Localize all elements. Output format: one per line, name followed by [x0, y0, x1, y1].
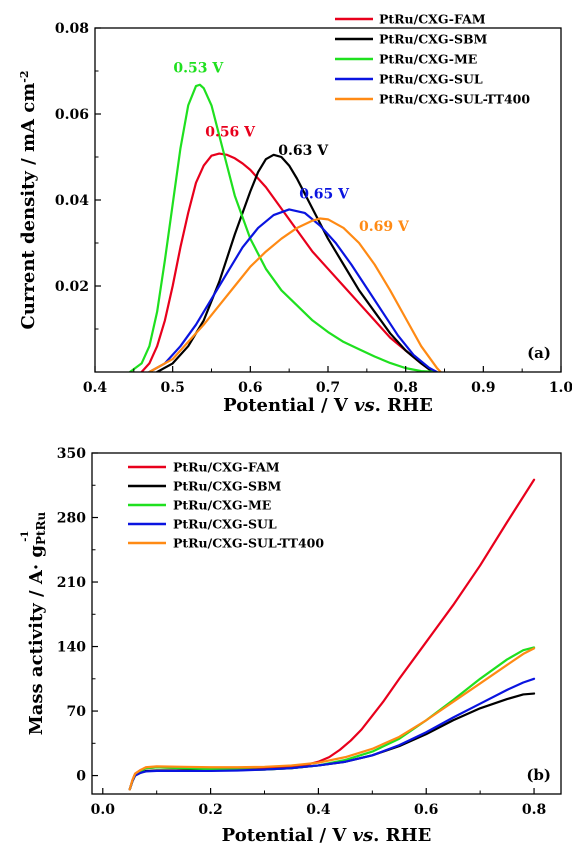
- y-axis-title-sup: -2: [18, 71, 31, 83]
- series-group: [128, 478, 536, 791]
- legend-label: PtRu/CXG-ME: [173, 498, 271, 513]
- series-line-ptru-cxg-me: [128, 646, 536, 791]
- x-tick-label: 0.4: [306, 802, 331, 818]
- y-axis-title-sub: PtRu: [34, 512, 48, 546]
- series-line-ptru-cxg-sbm: [156, 153, 434, 372]
- y-tick-label: 0.04: [55, 193, 89, 209]
- chart-panel-a: 0.4 0.5 0.6 0.7 0.8 0.9 1.0 0.02 0.04 0.06 0.08 Pot…: [18, 12, 572, 417]
- series-line-ptru-cxg-fam: [140, 152, 434, 372]
- x-axis-title-main: Potential / V: [222, 825, 353, 846]
- series-line-ptru-cxg-sul-tt400: [128, 647, 536, 791]
- series-line-ptru-cxg-sul-tt400: [148, 217, 442, 372]
- x-axis-title: Potential / V vs. RHE: [222, 825, 432, 846]
- y-axis-title: Current density / mA cm-2: [18, 71, 40, 330]
- y-tick-label: 70: [67, 704, 87, 720]
- x-tick-label: 0.5: [160, 380, 184, 396]
- plot-frame: [91, 452, 562, 795]
- y-tick-label: 210: [57, 575, 86, 591]
- y-axis-title-sup: -1: [20, 531, 31, 542]
- peak-annotation: 0.65 V: [299, 187, 350, 203]
- peak-annotation: 0.53 V: [173, 60, 224, 76]
- y-tick-label: 0.02: [55, 279, 89, 295]
- legend-label: PtRu/CXG-SUL: [173, 517, 277, 532]
- legend-label: PtRu/CXG-SUL: [379, 72, 483, 87]
- x-axis-title-tail: . RHE: [373, 825, 431, 846]
- legend-label: PtRu/CXG-FAM: [379, 12, 486, 27]
- y-tick-label: 350: [57, 446, 86, 462]
- x-tick-label: 0.0: [91, 802, 116, 818]
- legend: PtRu/CXG-FAM PtRu/CXG-SBM PtRu/CXG-ME PtRu/…: [335, 12, 530, 107]
- y-tick-label: 280: [57, 511, 86, 527]
- panel-label: (b): [526, 766, 551, 784]
- x-tick-label: 0.8: [393, 380, 417, 396]
- y-tick-label: 0: [76, 769, 86, 785]
- peak-annotation: 0.56 V: [205, 124, 256, 140]
- legend-label: PtRu/CXG-SUL-TT400: [173, 536, 324, 551]
- legend: PtRu/CXG-FAM PtRu/CXG-SBM PtRu/CXG-ME PtRu/…: [128, 460, 324, 551]
- peak-annotation: 0.63 V: [278, 143, 329, 159]
- x-tick-label: 0.2: [198, 802, 222, 818]
- x-tick-label: 0.8: [522, 802, 546, 818]
- series-group: [128, 83, 442, 372]
- x-tick-label: 0.7: [316, 380, 340, 396]
- y-axis-title: Mass activity / A· gPtRu-1: [20, 512, 48, 736]
- x-tick-label: 1.0: [549, 380, 572, 396]
- legend-label: PtRu/CXG-ME: [379, 52, 477, 67]
- legend-label: PtRu/CXG-SBM: [173, 479, 282, 494]
- peak-annotation: 0.69 V: [359, 219, 410, 235]
- panel-label: (a): [527, 344, 551, 362]
- x-tick-label: 0.4: [83, 380, 108, 396]
- x-tick-label: 0.6: [414, 802, 438, 818]
- y-tick-label: 0.08: [55, 21, 89, 37]
- legend-label: PtRu/CXG-SUL-TT400: [379, 92, 530, 107]
- series-line-ptru-cxg-me: [128, 83, 438, 372]
- y-axis-title-main: Current density / mA cm: [18, 83, 39, 330]
- legend-label: PtRu/CXG-FAM: [173, 460, 280, 475]
- x-axis-title: Potential / V vs. RHE: [223, 395, 433, 416]
- legend-label: PtRu/CXG-SBM: [379, 32, 488, 47]
- x-axis-title-main: Potential / V: [223, 395, 354, 416]
- x-axis-title-italic: vs: [354, 395, 375, 416]
- x-axis-title-tail: . RHE: [375, 395, 433, 416]
- series-line-ptru-cxg-sul: [128, 677, 536, 791]
- y-tick-label: 140: [57, 640, 86, 656]
- y-axis-title-main: Mass activity / A· g: [26, 545, 47, 736]
- series-line-ptru-cxg-sul: [148, 208, 438, 372]
- x-tick-label: 0.9: [471, 380, 495, 396]
- x-axis-title-italic: vs: [353, 825, 374, 846]
- chart-panel-b: 0.0 0.2 0.4 0.6 0.8 0 70 140 210 280 350 Potential …: [20, 446, 562, 846]
- y-tick-label: 0.06: [55, 107, 89, 123]
- x-tick-label: 0.6: [238, 380, 262, 396]
